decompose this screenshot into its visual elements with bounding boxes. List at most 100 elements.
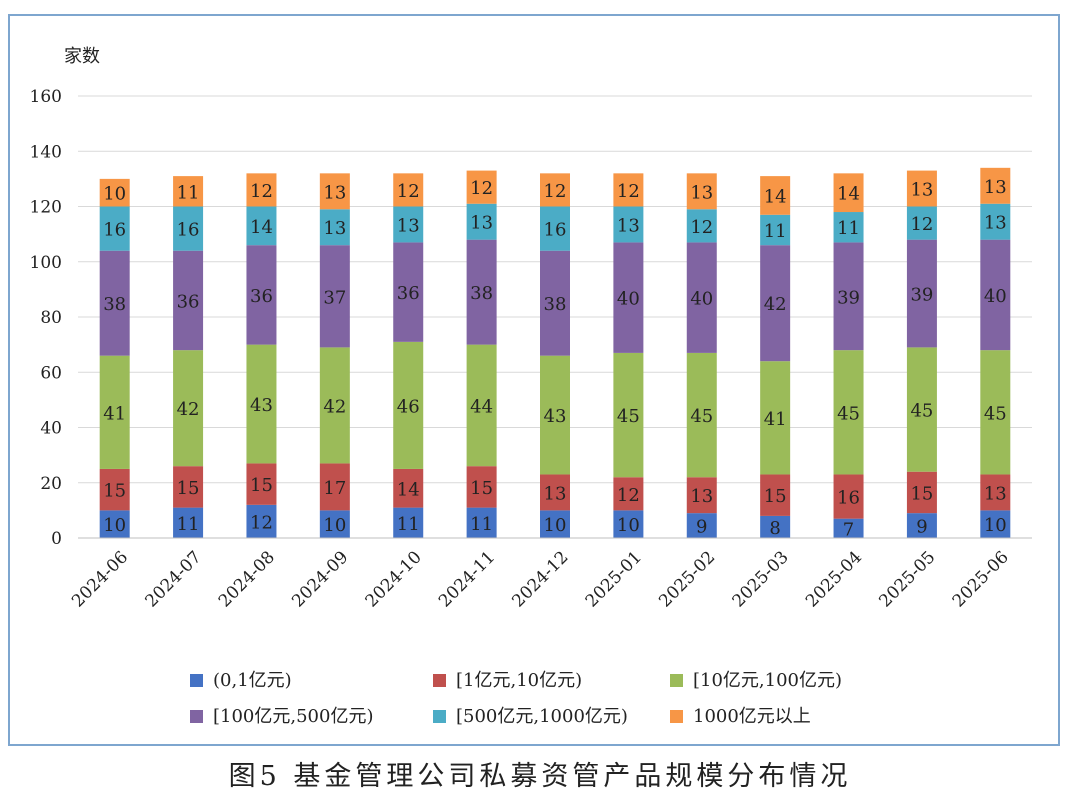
data-label: 13 xyxy=(323,218,346,239)
data-label: 13 xyxy=(617,215,640,236)
bar-segment xyxy=(319,347,350,464)
legend-swatch xyxy=(670,674,683,687)
data-label: 10 xyxy=(544,515,567,536)
legend-item: (0,1亿元) xyxy=(190,666,292,692)
data-label: 11 xyxy=(470,514,493,535)
bar-segment xyxy=(246,245,277,345)
data-label: 41 xyxy=(103,403,126,424)
bar-segment xyxy=(906,347,937,472)
bar-segment xyxy=(99,355,130,469)
bar-segment xyxy=(686,242,717,353)
data-label: 16 xyxy=(544,220,567,241)
bar-segment xyxy=(760,214,791,246)
data-label: 13 xyxy=(690,486,713,507)
y-tick-label: 160 xyxy=(30,87,62,107)
bar-segment xyxy=(760,474,791,516)
bar-segment xyxy=(613,242,644,353)
bar-segment xyxy=(99,468,130,511)
bar-segment xyxy=(393,341,424,469)
data-label: 45 xyxy=(617,406,640,427)
x-tick-label: 2024-07 xyxy=(142,547,206,611)
data-label: 40 xyxy=(617,289,640,310)
data-label: 10 xyxy=(617,515,640,536)
bar-segment xyxy=(980,510,1011,538)
data-label: 42 xyxy=(764,294,787,315)
legend-label: [10亿元,100亿元) xyxy=(693,670,843,691)
bar-segment xyxy=(980,239,1011,351)
data-label: 16 xyxy=(837,488,860,509)
bar-segment xyxy=(319,173,350,210)
data-label: 15 xyxy=(103,481,126,502)
bar-segment xyxy=(246,344,277,464)
bar-segment xyxy=(833,212,864,243)
x-tick-label: 2025-06 xyxy=(949,547,1013,611)
data-label: 37 xyxy=(323,287,346,308)
bar-segment xyxy=(906,170,937,207)
bar-segment xyxy=(173,350,204,467)
data-label: 10 xyxy=(103,515,126,536)
legend-swatch xyxy=(670,710,683,723)
figure-caption: 图5 基金管理公司私募资管产品规模分布情况 xyxy=(228,761,852,792)
data-label: 13 xyxy=(544,483,567,504)
bar-segment xyxy=(613,173,644,207)
bar-segment xyxy=(319,463,350,511)
bar-segment xyxy=(246,206,277,246)
y-tick-label: 20 xyxy=(40,474,62,494)
bar-segment xyxy=(613,206,644,243)
legend-swatch xyxy=(433,710,446,723)
data-label: 13 xyxy=(323,182,346,203)
bars xyxy=(99,167,1011,538)
bar-segment xyxy=(833,242,864,351)
bar-segment xyxy=(466,170,497,204)
bar-segment xyxy=(686,477,717,514)
x-tick-label: 2024-10 xyxy=(362,547,426,611)
data-label: 39 xyxy=(837,287,860,308)
bar-segment xyxy=(760,361,791,475)
bar-segment xyxy=(760,245,791,362)
data-label: 45 xyxy=(690,406,713,427)
data-label: 45 xyxy=(837,403,860,424)
x-axis-ticks: 2024-06 2024-07 2024-08 2024-09 2024-10 2024-… xyxy=(68,547,1013,611)
bar-segment xyxy=(613,352,644,478)
data-label: 46 xyxy=(397,396,420,417)
bar-segment xyxy=(980,474,1011,511)
data-label: 16 xyxy=(103,220,126,241)
data-label: 15 xyxy=(470,478,493,499)
bar-segment xyxy=(906,206,937,240)
bar-segment xyxy=(540,250,570,356)
x-tick-label: 2024-11 xyxy=(435,547,499,611)
data-label: 15 xyxy=(177,478,200,499)
data-label: 40 xyxy=(690,289,713,310)
bar-segment xyxy=(246,463,277,505)
bar-segment xyxy=(833,350,864,475)
x-tick-label: 2025-03 xyxy=(729,547,793,611)
bar-segment xyxy=(246,504,277,538)
legend-item: 1000亿元以上 xyxy=(670,702,811,728)
data-label: 12 xyxy=(617,181,640,202)
x-tick-label: 2024-12 xyxy=(508,547,572,611)
data-label: 15 xyxy=(910,483,933,504)
data-label: 38 xyxy=(103,294,126,315)
bar-segment xyxy=(686,209,717,243)
legend-swatch xyxy=(190,674,203,687)
bar-segment xyxy=(906,513,937,538)
data-label: 11 xyxy=(177,514,200,535)
data-label: 36 xyxy=(177,291,200,312)
data-label: 13 xyxy=(910,180,933,201)
bar-segment xyxy=(540,510,570,538)
y-tick-label: 120 xyxy=(30,198,62,218)
bar-segment xyxy=(833,474,864,519)
bar-segment xyxy=(99,206,130,251)
bar-segment xyxy=(540,173,570,207)
x-tick-label: 2024-09 xyxy=(288,547,352,611)
data-label: 12 xyxy=(910,214,933,235)
bar-segment xyxy=(99,250,130,356)
data-label: 43 xyxy=(544,406,567,427)
data-label: 11 xyxy=(837,218,860,239)
bar-segment xyxy=(613,477,644,511)
legend-swatch xyxy=(433,674,446,687)
bar-segment xyxy=(246,173,277,207)
data-label: 9 xyxy=(696,517,707,538)
bar-segment xyxy=(173,466,204,508)
